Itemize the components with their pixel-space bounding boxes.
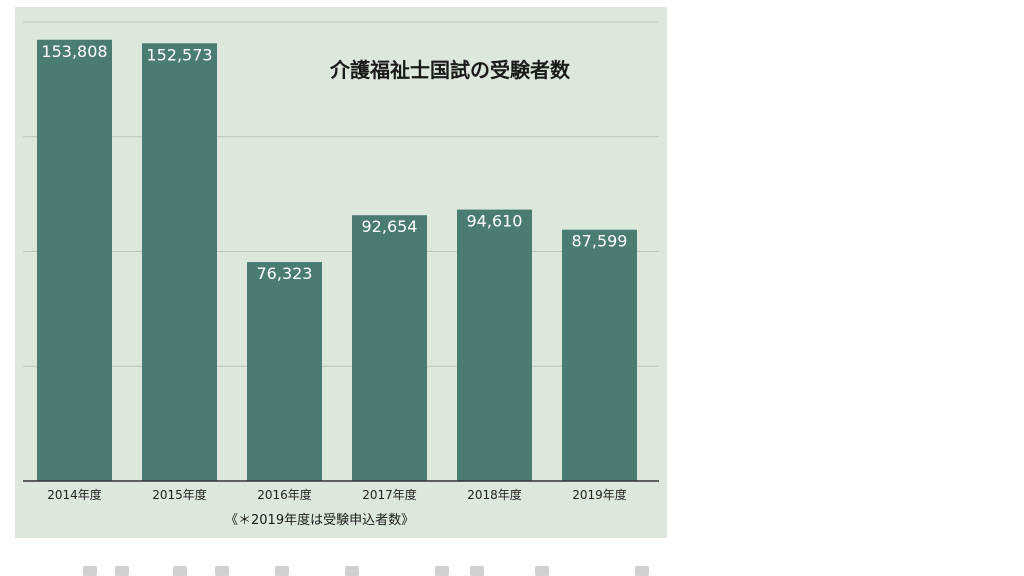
x-tick-2015年度: 2015年度 (152, 487, 207, 502)
x-tick-2014年度: 2014年度 (47, 487, 102, 502)
value-label-2019年度: 87,599 (572, 232, 628, 251)
x-tick-2016年度: 2016年度 (257, 487, 312, 502)
value-label-2014年度: 153,808 (41, 42, 107, 61)
value-label-2017年度: 92,654 (362, 217, 418, 236)
value-label-2018年度: 94,610 (467, 212, 523, 231)
cropped-text-strip (15, 560, 675, 576)
x-tick-2019年度: 2019年度 (572, 487, 627, 502)
bars (37, 39, 637, 481)
chart-title: 介護福祉士国試の受験者数 (329, 58, 571, 82)
bar-2014年度 (37, 39, 112, 481)
value-labels: 153,808 152,573 76,323 92,654 94,610 87,599 (41, 42, 627, 283)
bar-2016年度 (247, 262, 322, 481)
chart-panel: 153,808 152,573 76,323 92,654 94,610 87,599 2… (15, 7, 667, 538)
value-label-2016年度: 76,323 (257, 264, 313, 283)
bar-2015年度 (142, 43, 217, 481)
bar-2017年度 (352, 215, 427, 481)
x-tick-2018年度: 2018年度 (467, 487, 522, 502)
chart-footnote: 《＊2019年度は受験申込者数》 (225, 512, 414, 528)
grid-lines (23, 21, 659, 367)
x-tick-2017年度: 2017年度 (362, 487, 417, 502)
value-label-2015年度: 152,573 (146, 45, 212, 64)
bar-chart: 153,808 152,573 76,323 92,654 94,610 87,599 2… (23, 21, 659, 528)
bar-2018年度 (457, 209, 532, 481)
x-tick-labels: 2014年度 2015年度 2016年度 2017年度 2018年度 2019年度 (47, 487, 627, 502)
bar-2019年度 (562, 229, 637, 481)
